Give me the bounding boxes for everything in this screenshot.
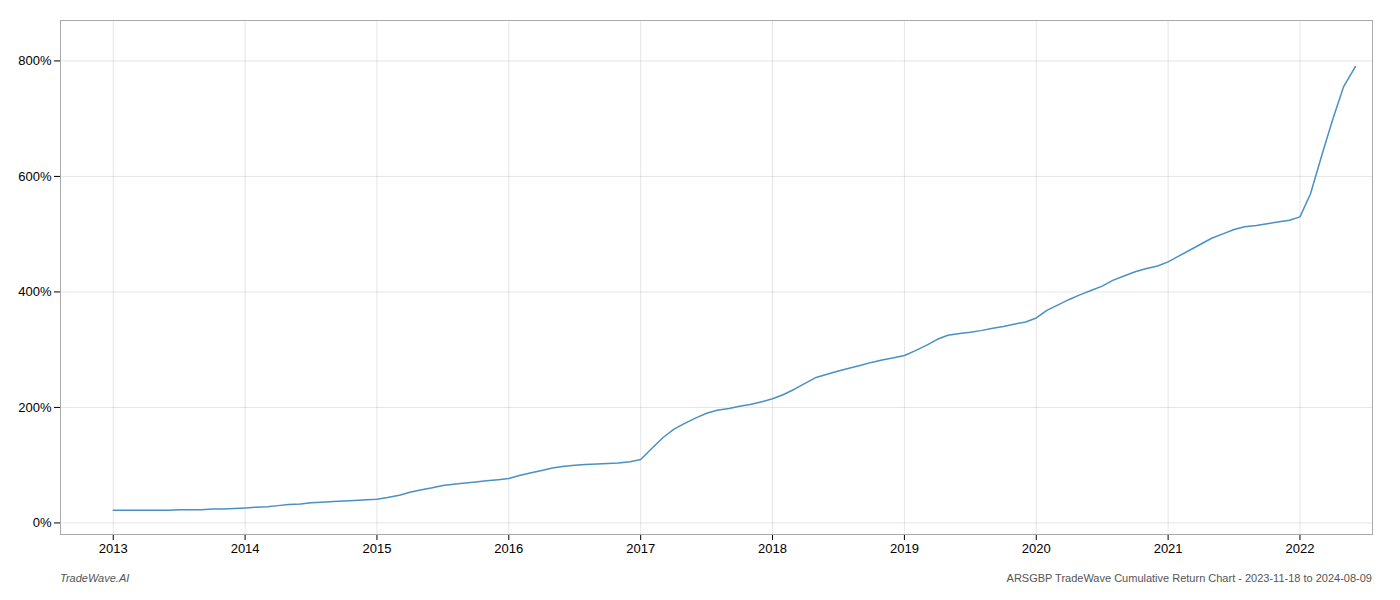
svg-text:200%: 200%	[18, 400, 52, 415]
svg-text:2022: 2022	[1286, 541, 1315, 556]
html-text:ARSGBP TradeWave Cumulative Re: ARSGBP TradeWave Cumulative Return Chart…	[1006, 572, 1372, 584]
svg-text:0%: 0%	[33, 515, 52, 530]
svg-text:2019: 2019	[890, 541, 919, 556]
svg-text:600%: 600%	[18, 169, 52, 184]
svg-text:2013: 2013	[99, 541, 128, 556]
svg-text:2017: 2017	[626, 541, 655, 556]
svg-text:2015: 2015	[363, 541, 392, 556]
svg-text:800%: 800%	[18, 53, 52, 68]
svg-text:2018: 2018	[758, 541, 787, 556]
svg-text:2016: 2016	[494, 541, 523, 556]
svg-text:2021: 2021	[1154, 541, 1183, 556]
html-text:TradeWave.AI: TradeWave.AI	[60, 572, 130, 584]
svg-text:2014: 2014	[231, 541, 260, 556]
svg-text:2020: 2020	[1022, 541, 1051, 556]
svg-text:400%: 400%	[18, 284, 52, 299]
